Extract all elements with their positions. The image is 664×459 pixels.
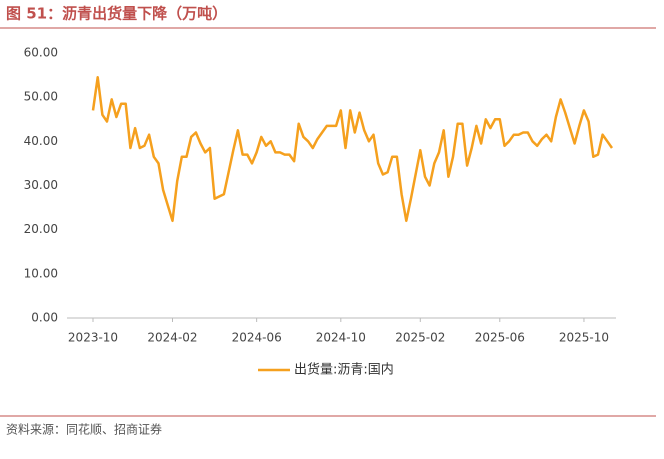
x-tick-label: 2024-06 — [232, 331, 282, 345]
y-tick-label: 40.00 — [24, 134, 58, 148]
y-tick-label: 60.00 — [24, 46, 58, 60]
source-note: 资料来源：同花顺、招商证券 — [6, 422, 162, 437]
x-tick-label: 2025-02 — [395, 331, 445, 345]
y-tick-label: 0.00 — [31, 311, 58, 325]
x-tick-label: 2023-10 — [68, 331, 118, 345]
x-tick-label: 2025-06 — [475, 331, 525, 345]
y-tick-label: 10.00 — [24, 266, 58, 280]
y-tick-label: 30.00 — [24, 178, 58, 192]
chart-title: 图 51：沥青出货量下降（万吨） — [6, 5, 227, 23]
x-tick-label: 2024-10 — [316, 331, 366, 345]
legend-label: 出货量:沥青:国内 — [294, 362, 394, 378]
data-line — [91, 76, 614, 223]
x-tick-label: 2024-02 — [147, 331, 197, 345]
y-tick-label: 20.00 — [24, 222, 58, 236]
x-tick-label: 2025-10 — [559, 331, 609, 345]
y-tick-label: 50.00 — [24, 90, 58, 104]
